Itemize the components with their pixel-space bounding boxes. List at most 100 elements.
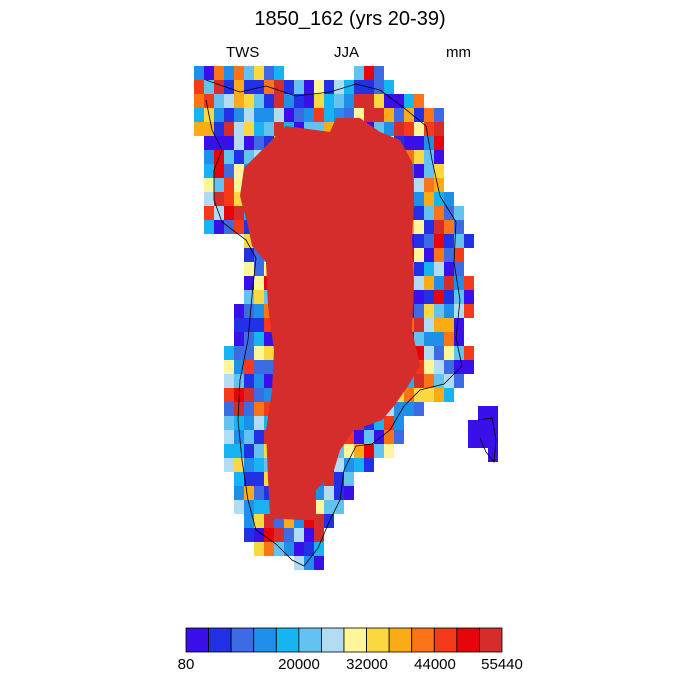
grid-cell <box>294 514 304 528</box>
grid-cell <box>464 276 474 290</box>
grid-cell <box>488 406 498 420</box>
grid-cell <box>234 80 244 94</box>
colorbar-bin <box>275 627 300 653</box>
grid-cell <box>254 374 264 388</box>
grid-cell <box>404 402 414 416</box>
grid-cell <box>214 108 224 122</box>
grid-cell <box>364 94 374 108</box>
grid-cell <box>244 472 254 486</box>
grid-cell <box>384 444 394 458</box>
grid-cell <box>244 290 254 304</box>
grid-cell <box>274 94 284 108</box>
grid-cell <box>234 122 244 136</box>
grid-cell <box>264 318 274 332</box>
grid-cell <box>254 332 264 346</box>
grid-cell <box>254 346 264 360</box>
grid-cell <box>424 234 434 248</box>
grid-cell <box>374 122 384 136</box>
grid-cell <box>224 136 234 150</box>
grid-cell <box>254 486 264 500</box>
grid-cell <box>204 136 214 150</box>
grid-cell <box>234 66 244 80</box>
grid-cell <box>364 66 374 80</box>
grid-cell <box>478 406 488 420</box>
grid-cell <box>214 136 224 150</box>
grid-cell <box>224 192 234 206</box>
grid-cell <box>424 178 434 192</box>
grid-cell <box>454 290 464 304</box>
grid-cell <box>224 458 234 472</box>
grid-cell <box>284 94 294 108</box>
grid-cell <box>244 304 254 318</box>
grid-cell <box>344 444 354 458</box>
grid-cell <box>414 402 424 416</box>
grid-cell <box>264 500 274 514</box>
grid-cell <box>224 150 234 164</box>
grid-cell <box>234 360 244 374</box>
grid-cell <box>304 514 314 528</box>
grid-cell <box>234 430 244 444</box>
grid-cell <box>234 150 244 164</box>
grid-cell <box>254 430 264 444</box>
grid-cell <box>264 108 274 122</box>
grid-cell <box>214 164 224 178</box>
grid-cell <box>214 178 224 192</box>
grid-cell <box>444 374 454 388</box>
grid-cell <box>454 332 464 346</box>
grid-cell <box>454 220 464 234</box>
grid-cell <box>434 122 444 136</box>
colorbar-bin <box>230 627 255 653</box>
grid-cell <box>254 94 264 108</box>
grid-cell <box>204 66 214 80</box>
grid-cell <box>424 374 434 388</box>
grid-cell <box>244 276 254 290</box>
grid-cell <box>224 346 234 360</box>
grid-cell <box>414 136 424 150</box>
grid-cell <box>414 150 424 164</box>
grid-cell <box>264 388 274 402</box>
grid-cell <box>204 164 214 178</box>
grid-cell <box>204 150 214 164</box>
colorbar-bin <box>388 627 413 653</box>
grid-cell <box>384 416 394 430</box>
grid-cell <box>334 500 344 514</box>
grid-cell <box>434 374 444 388</box>
grid-cell <box>424 332 434 346</box>
grid-cell <box>414 262 424 276</box>
grid-cell <box>468 434 478 448</box>
grid-cell <box>214 192 224 206</box>
grid-cell <box>334 486 344 500</box>
grid-cell <box>244 66 254 80</box>
grid-cell <box>414 332 424 346</box>
grid-cell <box>234 458 244 472</box>
grid-cell <box>434 290 444 304</box>
grid-cell <box>344 458 354 472</box>
grid-cell <box>234 374 244 388</box>
grid-cell <box>324 108 334 122</box>
colorbar-bin <box>298 627 322 653</box>
grid-cell <box>444 332 454 346</box>
grid-cell <box>424 360 434 374</box>
grid-cell <box>354 66 364 80</box>
colorbar-bin <box>411 627 435 653</box>
grid-cell <box>334 472 344 486</box>
grid-cell <box>424 164 434 178</box>
grid-cell <box>424 388 434 402</box>
grid-cell <box>244 248 254 262</box>
grid-cell <box>234 472 244 486</box>
season-label: JJA <box>334 44 360 61</box>
grid-cell <box>384 430 394 444</box>
colorbar-bin <box>343 627 367 653</box>
grid-cell <box>224 402 234 416</box>
grid-cell <box>244 136 254 150</box>
grid-cell <box>424 122 434 136</box>
grid-cell <box>194 80 204 94</box>
grid-cell <box>274 122 284 136</box>
grid-cell <box>224 66 234 80</box>
grid-cell <box>414 346 424 360</box>
grid-cell <box>224 94 234 108</box>
grid-cell <box>344 486 354 500</box>
grid-cell <box>254 444 264 458</box>
grid-cell <box>454 318 464 332</box>
colorbar-bin <box>366 627 390 653</box>
